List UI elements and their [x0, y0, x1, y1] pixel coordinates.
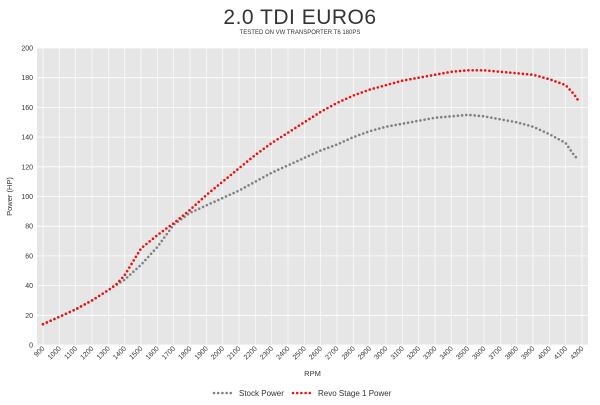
x-tick-label: 2700 — [324, 345, 340, 361]
x-tick-label: 2600 — [308, 345, 324, 361]
x-tick-label: 2800 — [341, 345, 357, 361]
x-axis-ticks: 900 1000 1100 1200 1300 1400 1500 1600 1700 1800 1… — [33, 345, 585, 361]
x-tick-label: 3300 — [422, 345, 438, 361]
legend-label: Stock Power — [239, 389, 284, 398]
y-axis-ticks: 0 20 40 60 80 100 120 140 160 180 200 — [21, 46, 33, 350]
x-tick-label: 900 — [33, 345, 46, 358]
x-tick-label: 2000 — [210, 345, 226, 361]
x-tick-label: 2300 — [259, 345, 275, 361]
x-tick-label: 1200 — [79, 345, 95, 361]
legend-label: Revo Stage 1 Power — [318, 389, 392, 398]
y-tick-label: 40 — [25, 283, 33, 290]
y-tick-label: 120 — [21, 164, 33, 171]
y-tick-label: 100 — [21, 194, 33, 201]
x-tick-label: 2100 — [226, 345, 242, 361]
y-tick-label: 60 — [25, 253, 33, 260]
x-tick-label: 1900 — [194, 345, 210, 361]
y-tick-label: 0 — [29, 343, 33, 350]
x-tick-label: 3400 — [439, 345, 455, 361]
x-tick-label: 1400 — [112, 345, 128, 361]
x-tick-label: 1500 — [128, 345, 144, 361]
grid-lines — [37, 47, 588, 346]
x-tick-label: 1700 — [161, 345, 177, 361]
chart-title: 2.0 TDI EURO6 — [223, 6, 376, 29]
chart-subtitle: TESTED ON VW TRANSPORTER T6 180PS — [240, 30, 361, 36]
x-axis-label: RPM — [304, 369, 321, 378]
x-tick-label: 2900 — [357, 345, 373, 361]
x-tick-label: 3900 — [520, 345, 536, 361]
y-tick-label: 140 — [21, 135, 33, 142]
x-tick-label: 1600 — [145, 345, 161, 361]
x-tick-label: 3700 — [488, 345, 504, 361]
x-tick-label: 2200 — [243, 345, 259, 361]
series-line-stock-power — [41, 113, 580, 326]
x-tick-label: 1800 — [177, 345, 193, 361]
y-tick-label: 180 — [21, 75, 33, 82]
x-tick-label: 4000 — [537, 345, 553, 361]
legend: Stock Power Revo Stage 1 Power — [212, 389, 392, 398]
series-layer — [41, 68, 580, 326]
x-tick-label: 4300 — [569, 345, 585, 361]
x-tick-label: 1300 — [96, 345, 112, 361]
x-tick-label: 3600 — [471, 345, 487, 361]
x-tick-label: 3000 — [373, 345, 389, 361]
x-tick-label: 4100 — [553, 345, 569, 361]
x-tick-label: 3500 — [455, 345, 471, 361]
x-tick-label: 2500 — [292, 345, 308, 361]
y-tick-label: 200 — [21, 46, 33, 53]
series-line-revo-stage1-power — [41, 68, 580, 326]
y-axis-label: Power (HP) — [5, 177, 14, 216]
y-tick-label: 20 — [25, 313, 33, 320]
x-tick-label: 3100 — [390, 345, 406, 361]
y-tick-label: 80 — [25, 224, 33, 231]
x-tick-label: 3200 — [406, 345, 422, 361]
x-tick-label: 2400 — [275, 345, 291, 361]
x-tick-label: 3800 — [504, 345, 520, 361]
y-tick-label: 160 — [21, 105, 33, 112]
x-tick-label: 1000 — [47, 345, 63, 361]
x-tick-label: 1100 — [63, 345, 79, 361]
